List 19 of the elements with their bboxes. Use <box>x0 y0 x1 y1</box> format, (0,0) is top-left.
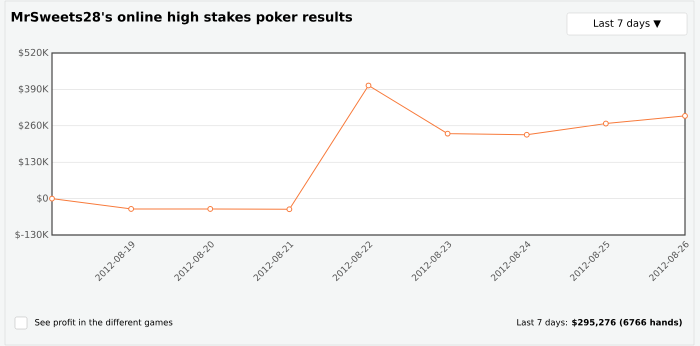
y-tick-label: $0 <box>37 194 48 203</box>
text: Last 7 days ▼ <box>594 19 661 29</box>
point <box>207 206 214 212</box>
y-tick-label: $390K <box>18 85 49 94</box>
chart-title: MrSweets28's online high stakes poker results <box>12 12 352 24</box>
y-tick-label: $260K <box>18 121 49 130</box>
text: Last 7 days: $295,276 (6766 hands) <box>517 318 682 328</box>
y-tick-label: $520K <box>18 48 49 58</box>
point <box>366 82 372 88</box>
point <box>682 113 688 119</box>
y-tick-label: $-130K <box>15 230 49 240</box>
text: See profit in the different games <box>35 318 172 328</box>
y-tick-label: $130K <box>18 158 49 167</box>
point <box>524 132 530 138</box>
point <box>286 206 292 212</box>
point <box>602 120 609 126</box>
point <box>128 206 134 212</box>
point <box>444 130 451 137</box>
point <box>49 196 55 202</box>
